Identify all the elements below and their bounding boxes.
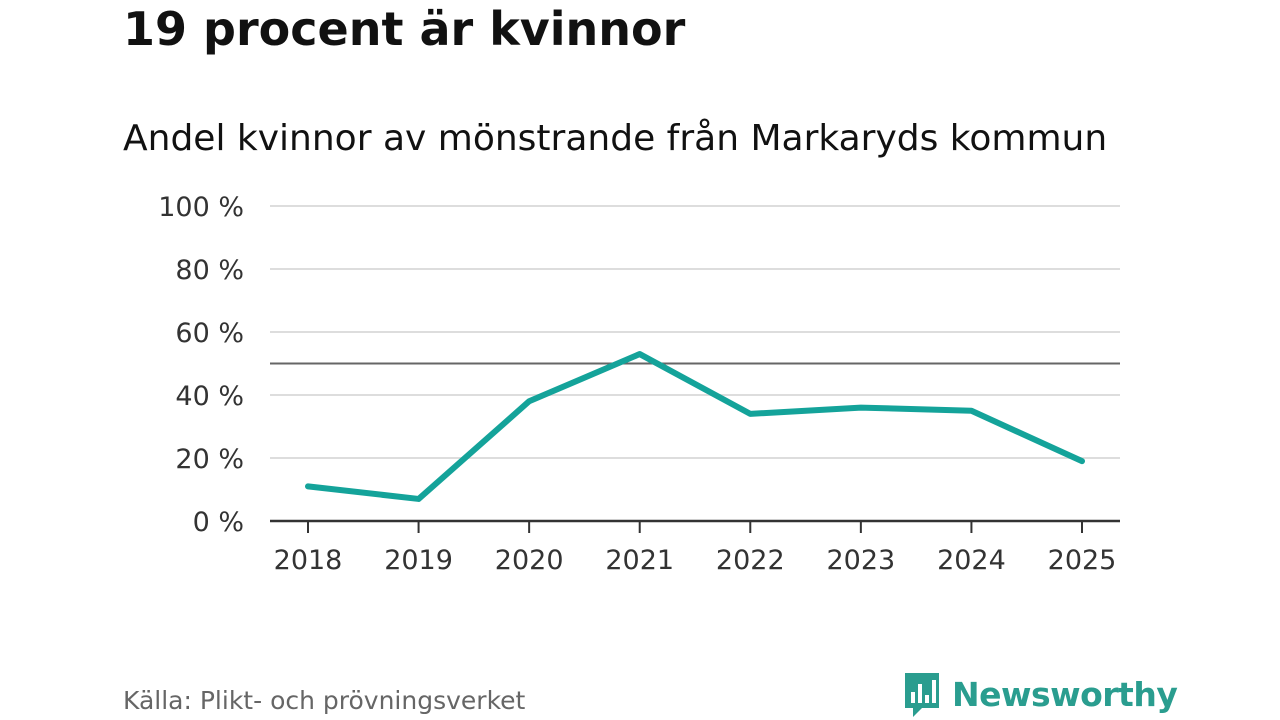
newsworthy-logo[interactable]: Newsworthy bbox=[902, 670, 1178, 718]
x-tick-label: 2021 bbox=[605, 545, 674, 576]
x-tick-label: 2020 bbox=[495, 545, 564, 576]
gridlines bbox=[270, 205, 1120, 459]
source-note: Källa: Plikt- och prövningsverket bbox=[123, 686, 526, 715]
x-tick-label: 2022 bbox=[716, 545, 785, 576]
x-axis: 2018 2019 2020 2021 2022 2023 2024 2025 bbox=[270, 519, 1120, 576]
chart-title: Andel kvinnor av mönstrande från Markary… bbox=[123, 118, 1108, 159]
series-line bbox=[305, 351, 1085, 502]
newsworthy-logo-text: Newsworthy bbox=[952, 674, 1178, 714]
x-tick-label: 2019 bbox=[384, 545, 453, 576]
series bbox=[305, 351, 1085, 502]
x-tick-label: 2024 bbox=[937, 545, 1006, 576]
y-tick-label: 60 % bbox=[175, 318, 244, 349]
newsworthy-logo-icon bbox=[905, 673, 939, 717]
y-tick-label: 100 % bbox=[158, 192, 244, 223]
x-tick-label: 2023 bbox=[826, 545, 895, 576]
x-tick-label: 2025 bbox=[1048, 545, 1117, 576]
y-tick-label: 80 % bbox=[175, 255, 244, 286]
y-tick-label: 20 % bbox=[175, 444, 244, 475]
headline: 19 procent är kvinnor bbox=[123, 2, 686, 56]
y-tick-label: 0 % bbox=[193, 507, 244, 538]
x-tick-label: 2018 bbox=[274, 545, 343, 576]
y-axis: 0 % 20 % 40 % 60 % 80 % 100 % bbox=[158, 192, 244, 538]
y-tick-label: 40 % bbox=[175, 381, 244, 412]
